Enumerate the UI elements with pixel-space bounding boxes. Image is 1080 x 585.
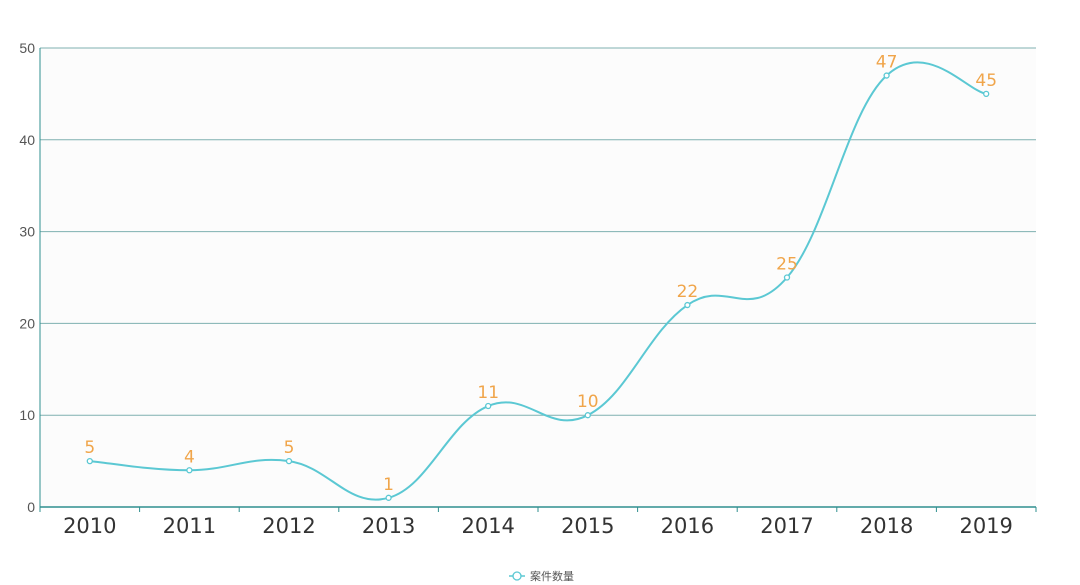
x-tick-label: 2011 (163, 514, 216, 538)
data-label: 1 (383, 475, 394, 495)
x-tick-label: 2017 (760, 514, 813, 538)
y-tick-label: 40 (19, 132, 35, 148)
data-label: 4 (184, 447, 195, 467)
x-tick-label: 2014 (461, 514, 514, 538)
legend-marker-icon (512, 571, 522, 581)
data-label: 45 (975, 71, 997, 91)
data-label: 47 (876, 53, 898, 73)
y-tick-label: 30 (19, 224, 35, 240)
y-tick-label: 10 (19, 407, 35, 423)
data-point[interactable] (684, 301, 691, 309)
data-point[interactable] (883, 72, 890, 79)
data-point[interactable] (783, 274, 791, 281)
y-tick-label: 20 (19, 315, 35, 331)
x-tick-label: 2012 (262, 514, 315, 538)
series-line (89, 61, 987, 501)
y-tick-label: 0 (27, 499, 35, 515)
data-point[interactable] (385, 494, 392, 501)
data-point[interactable] (584, 412, 591, 419)
data-point[interactable] (186, 467, 193, 474)
data-point[interactable] (285, 457, 293, 465)
x-tick-label: 2015 (561, 514, 614, 538)
grid-lines (40, 47, 1036, 416)
data-label: 11 (477, 383, 499, 403)
data-label: 22 (677, 282, 699, 302)
y-tick-label: 50 (19, 40, 35, 56)
legend-label[interactable]: 案件数量 (530, 569, 574, 583)
x-tick-label: 2010 (63, 514, 116, 538)
data-label: 10 (577, 392, 599, 412)
data-label: 5 (84, 438, 95, 458)
x-tick-label: 2016 (661, 514, 714, 538)
legend[interactable]: 案件数量 (509, 569, 574, 583)
plot-background (40, 48, 1036, 507)
x-tick-label: 2018 (860, 514, 913, 538)
data-point[interactable] (86, 457, 93, 465)
data-label: 5 (284, 438, 295, 458)
x-axis: 2010 2011 2012 2013 2014 2015 2016 2017 2018 2019 (39, 48, 1037, 538)
y-axis-tick-labels: 0 10 20 30 40 50 (19, 40, 35, 515)
data-label: 25 (776, 255, 798, 275)
x-tick-label: 2013 (362, 514, 415, 538)
data-point[interactable] (485, 402, 492, 410)
x-tick-label: 2019 (959, 514, 1012, 538)
data-point[interactable] (983, 90, 990, 98)
